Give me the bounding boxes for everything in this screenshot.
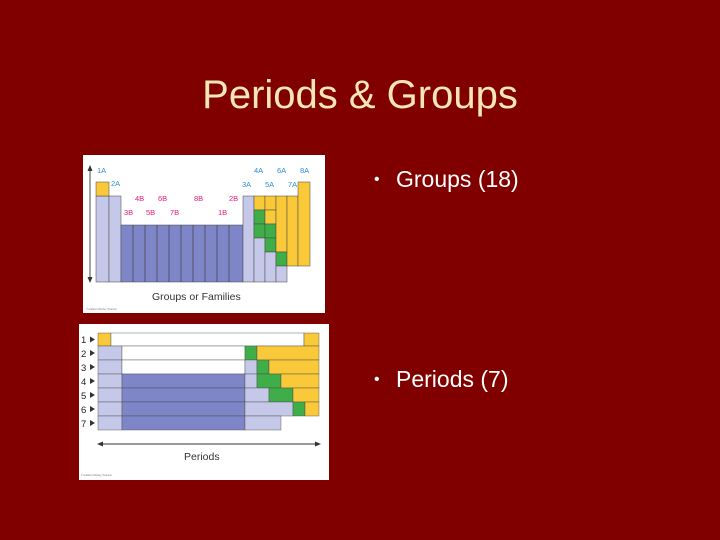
label-6a: 6A	[277, 166, 286, 175]
label-2a: 2A	[111, 179, 120, 188]
bullet-dot-icon: •	[374, 371, 380, 388]
label-8b: 8B	[194, 194, 203, 203]
groups-caption: Groups or Families	[152, 291, 241, 303]
label-5a: 5A	[265, 180, 274, 189]
label-6b: 6B	[158, 194, 167, 203]
label-7b: 7B	[170, 208, 179, 217]
slide-title: Periods & Groups	[202, 73, 518, 117]
label-3a: 3A	[242, 180, 251, 189]
label-5b: 5B	[146, 208, 155, 217]
bullet-dot-icon: •	[374, 171, 380, 188]
period-arrow-icons	[90, 336, 95, 426]
period-number-3: 3	[81, 363, 86, 374]
periods-figure: 1 2 3 4 5 6 7 Periods © Addison-Wesley, …	[79, 324, 329, 480]
period-number-list: 1 2 3 4 5 6 7	[81, 335, 86, 430]
period-number-5: 5	[81, 391, 86, 402]
groups-copyright: © Addison-Wesley, Pearson	[86, 308, 118, 311]
label-2b: 2B	[229, 194, 238, 203]
bullet-groups-text: Groups (18)	[396, 166, 519, 192]
label-4b: 4B	[135, 194, 144, 203]
periods-caption: Periods	[184, 451, 220, 463]
period-number-4: 4	[81, 377, 86, 388]
label-1b: 1B	[218, 208, 227, 217]
label-4a: 4A	[254, 166, 263, 175]
period-number-7: 7	[81, 419, 86, 430]
label-1a: 1A	[97, 166, 106, 175]
periods-diagram: 1 2 3 4 5 6 7 Periods © Addison-Wesley, …	[81, 332, 321, 477]
bullet-groups: • Groups (18)	[374, 165, 519, 194]
label-3b: 3B	[124, 208, 133, 217]
label-8a: 8A	[300, 166, 309, 175]
transition-metals-block	[120, 224, 244, 283]
groups-diagram: 1A 2A 4B 6B 8B 2B 3B 5B 7B 1B 4A 6A 8A 3…	[86, 165, 311, 311]
label-7a: 7A	[288, 180, 297, 189]
period-number-2: 2	[81, 349, 86, 360]
bullet-periods: • Periods (7)	[374, 365, 508, 394]
period-number-6: 6	[81, 405, 86, 416]
bullet-periods-text: Periods (7)	[396, 366, 509, 392]
periods-copyright: © Addison-Wesley, Pearson	[81, 474, 113, 477]
groups-figure: 1A 2A 4B 6B 8B 2B 3B 5B 7B 1B 4A 6A 8A 3…	[83, 155, 325, 313]
period-number-1: 1	[81, 335, 86, 346]
